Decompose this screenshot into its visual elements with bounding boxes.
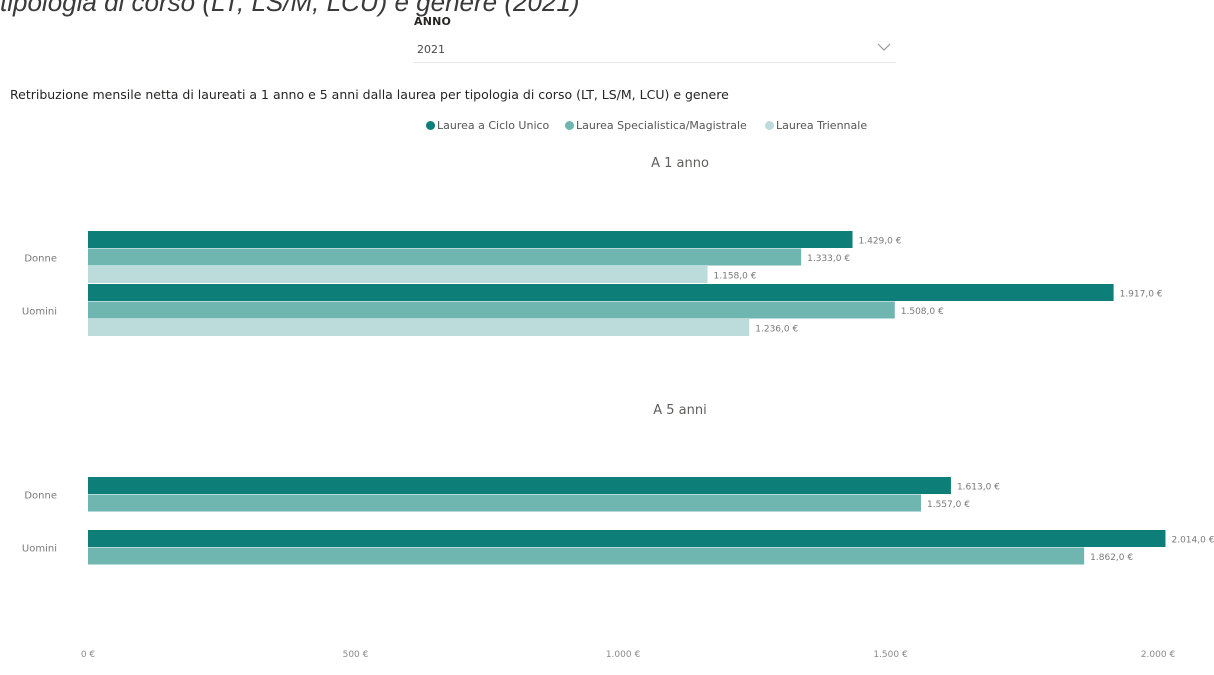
bar (88, 248, 802, 266)
legend-item-specialistica[interactable]: Laurea Specialistica/Magistrale (565, 119, 747, 132)
bar (88, 319, 750, 336)
legend-label: Laurea Triennale (776, 119, 868, 132)
x-tick-label: 1.000 € (606, 650, 641, 660)
year-dropdown[interactable]: 2021 (414, 36, 896, 63)
x-tick-label: 1.500 € (873, 650, 908, 660)
data-label: 1.429,0 € (859, 236, 902, 246)
data-label: 1.236,0 € (755, 324, 798, 334)
category-label: Uomini (22, 544, 57, 555)
legend-item-triennale[interactable]: Laurea Triennale (765, 119, 867, 132)
chart-legend: Laurea a Ciclo Unico Laurea Specialistic… (0, 119, 1214, 133)
legend-dot-icon (426, 121, 435, 130)
legend-dot-icon (765, 121, 774, 130)
bar (88, 547, 1085, 565)
data-label: 1.158,0 € (714, 271, 757, 281)
bar (88, 301, 895, 319)
chevron-down-icon[interactable] (876, 39, 892, 55)
bar (88, 477, 951, 494)
bar (88, 284, 1114, 301)
category-label: Donne (24, 491, 57, 502)
data-label: 1.333,0 € (807, 254, 850, 264)
category-label: Uomini (22, 306, 57, 317)
data-label: 2.014,0 € (1171, 535, 1214, 545)
x-tick-label: 2.000 € (1141, 650, 1176, 660)
data-label: 1.917,0 € (1120, 289, 1163, 299)
bar (88, 231, 853, 248)
panel-title: A 5 anni (653, 403, 707, 418)
slicer-label: ANNO (414, 15, 452, 28)
year-slicer: ANNO 2021 (414, 15, 896, 63)
bar (88, 530, 1166, 547)
chart-title: Retribuzione mensile netta di laureati a… (10, 87, 729, 102)
legend-label: Laurea a Ciclo Unico (437, 119, 550, 132)
data-label: 1.557,0 € (927, 500, 970, 510)
category-label: Donne (24, 253, 57, 264)
data-label: 1.613,0 € (957, 482, 1000, 492)
report-caption: tipologia di corso (LT, LS/M, LCU) e gen… (0, 0, 580, 17)
bar (88, 494, 921, 512)
x-tick-label: 500 € (343, 650, 369, 660)
legend-item-ciclo-unico[interactable]: Laurea a Ciclo Unico (426, 119, 549, 132)
x-tick-label: 0 € (81, 650, 96, 660)
panel-title: A 1 anno (651, 156, 709, 171)
legend-dot-icon (565, 121, 574, 130)
data-label: 1.508,0 € (901, 307, 944, 317)
year-dropdown-value: 2021 (417, 43, 445, 56)
legend-label: Laurea Specialistica/Magistrale (576, 119, 747, 132)
data-label: 1.862,0 € (1090, 553, 1133, 563)
bar (88, 266, 708, 283)
